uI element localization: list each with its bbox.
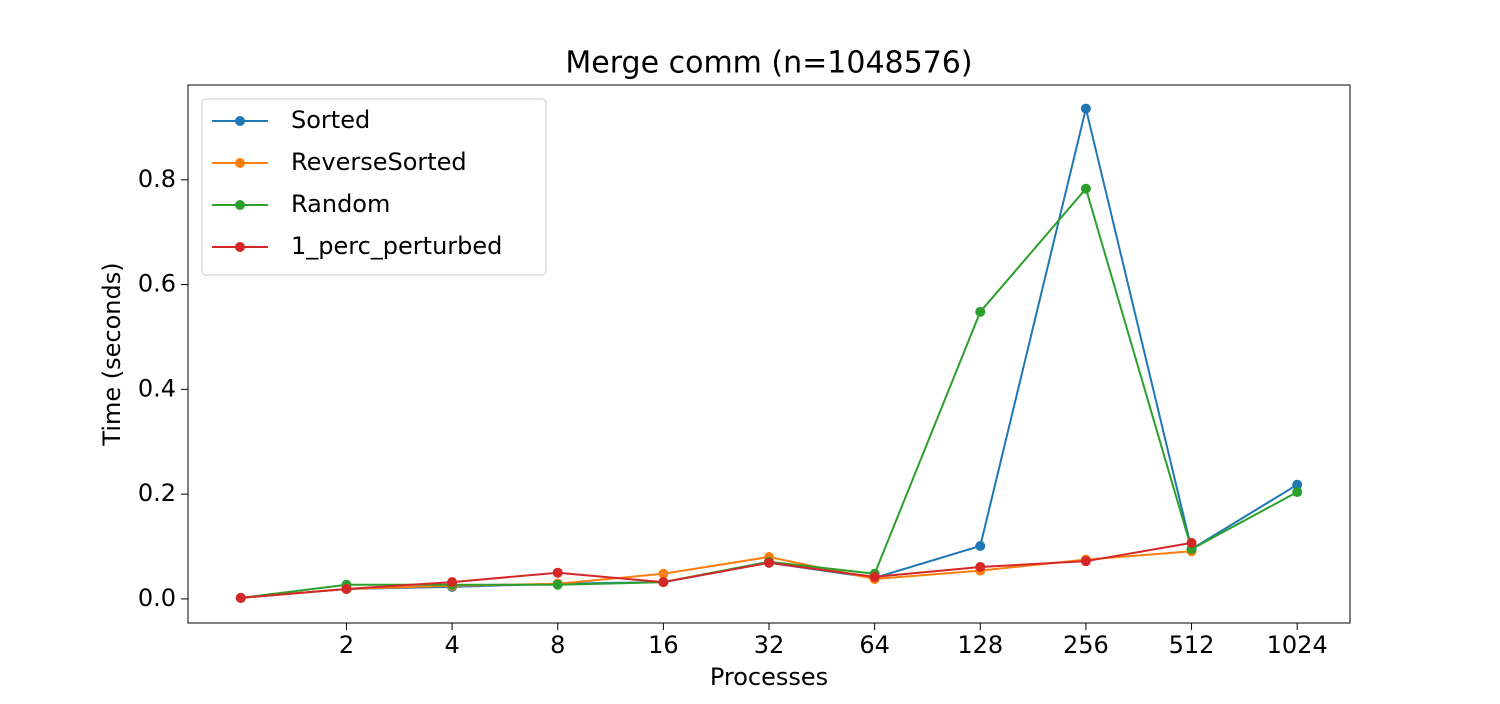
legend-label: 1_perc_perturbed [291, 232, 502, 260]
data-point [341, 583, 352, 594]
data-point [235, 592, 246, 603]
legend-box [201, 98, 547, 276]
x-tick-label: 128 [957, 631, 1003, 659]
legend-marker [235, 242, 245, 252]
x-tick-label: 1024 [1267, 631, 1328, 659]
data-point [1080, 556, 1091, 567]
data-point [658, 577, 669, 588]
x-tick-label: 512 [1169, 631, 1215, 659]
data-point [447, 577, 458, 588]
data-point [975, 561, 986, 572]
x-tick-label: 4 [444, 631, 459, 659]
x-tick-label: 16 [648, 631, 679, 659]
x-tick-label: 32 [754, 631, 785, 659]
legend-label: Random [291, 190, 390, 218]
chart-title: Merge comm (n=1048576) [565, 46, 972, 81]
data-point [1292, 487, 1303, 498]
data-point [658, 568, 669, 579]
legend-label: ReverseSorted [291, 148, 467, 176]
data-point [552, 567, 563, 578]
x-tick-label: 2 [339, 631, 354, 659]
data-point [1080, 183, 1091, 194]
legend-marker [235, 200, 245, 210]
data-point [1292, 479, 1303, 490]
x-tick-label: 8 [550, 631, 565, 659]
y-tick-label: 0.8 [138, 165, 176, 193]
legend-label: Sorted [291, 106, 370, 134]
data-point [975, 540, 986, 551]
data-point [869, 571, 880, 582]
data-point [975, 306, 986, 317]
data-point [1186, 537, 1197, 548]
y-tick-label: 0.0 [138, 584, 176, 612]
y-tick-label: 0.2 [138, 479, 176, 507]
legend-marker [235, 158, 245, 168]
data-point [552, 579, 563, 590]
y-tick-label: 0.6 [138, 270, 176, 298]
legend-marker [235, 116, 245, 126]
data-point [764, 557, 774, 568]
plot-frame [187, 84, 1351, 624]
data-point [1080, 103, 1091, 114]
x-axis-label: Processes [710, 663, 828, 691]
x-tick-label: 256 [1063, 631, 1109, 659]
series-line [240, 550, 1192, 599]
series-line [240, 541, 1192, 599]
y-tick-label: 0.4 [138, 374, 176, 402]
y-axis-label: Time (seconds) [98, 262, 126, 446]
x-tick-label: 64 [859, 631, 890, 659]
